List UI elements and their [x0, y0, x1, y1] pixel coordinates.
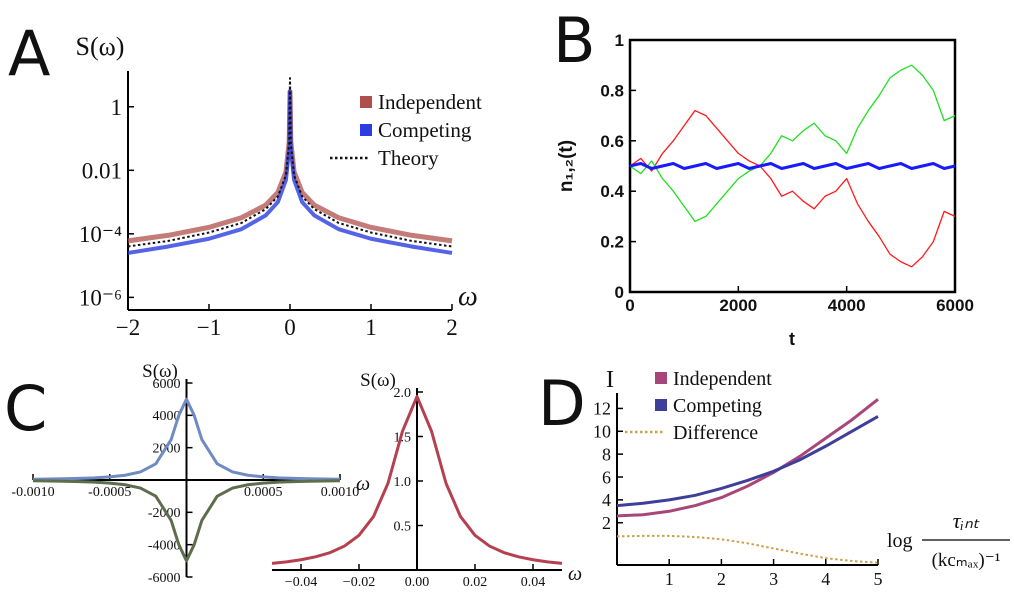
panel-label: B [553, 4, 596, 77]
panel-label: A [8, 17, 50, 90]
y-tick-label: 0 [615, 283, 624, 302]
x-tick-label: -0.0005 [88, 485, 131, 500]
y-tick-label: 0.8 [600, 81, 624, 100]
y-tick-label: 1 [111, 95, 123, 120]
x-tick-label: 1 [665, 569, 674, 589]
x-tick-label: 0.0005 [244, 485, 283, 500]
legend-swatch [360, 124, 372, 136]
y-tick-label: 4000 [153, 409, 181, 424]
panel-label: D [538, 367, 586, 440]
x-axis-label: (kcₘₐₓ)⁻¹ [932, 550, 1001, 571]
legend-swatch [655, 372, 667, 384]
y-tick-label: 1.0 [394, 475, 412, 490]
x-tick-label: −0.02 [343, 575, 375, 590]
legend-swatch [360, 96, 372, 108]
x-tick-label: −2 [116, 315, 140, 340]
series-line [616, 398, 879, 518]
x-tick-label: 1 [365, 315, 377, 340]
legend-label: Competing [673, 395, 762, 417]
y-tick-label: 10 [593, 422, 611, 442]
y-axis-label: n₁,₂(t) [556, 140, 577, 192]
y-tick-label: 0.01 [82, 158, 122, 183]
x-axis-label: log [887, 530, 913, 552]
x-tick-label: 2 [446, 315, 458, 340]
y-tick-label: 0.4 [600, 182, 624, 201]
y-axis-label: S(ω) [76, 32, 125, 61]
x-tick-label: -0.0010 [11, 485, 54, 500]
series-line [616, 534, 879, 564]
x-tick-label: 0.0010 [321, 485, 360, 500]
x-tick-label: 5 [874, 569, 883, 589]
x-tick-label: −0.04 [285, 575, 317, 590]
series-line [271, 394, 563, 565]
x-tick-label: 4000 [828, 296, 866, 315]
x-tick-label: −1 [197, 315, 221, 340]
y-tick-label: 4 [602, 490, 611, 510]
y-tick-label: 10⁻⁶ [79, 285, 122, 310]
y-tick-label: 1.5 [394, 430, 412, 445]
series-line [616, 415, 879, 508]
legend-swatch [655, 399, 667, 411]
x-axis-label: ω [458, 281, 478, 312]
y-tick-label: 0.6 [600, 132, 624, 151]
series-line [32, 397, 341, 481]
y-axis-label: S(ω) [360, 370, 396, 391]
y-tick-label: 8 [602, 444, 611, 464]
y-tick-label: 1 [615, 31, 624, 50]
y-axis-label: I [606, 367, 614, 393]
legend-label: Competing [378, 118, 472, 142]
y-tick-label: -4000 [148, 539, 181, 554]
legend-label: Difference [673, 422, 758, 444]
y-tick-label: 6 [602, 467, 611, 487]
series-line [629, 161, 956, 171]
y-tick-label: 0.2 [600, 233, 624, 252]
x-tick-label: 0.02 [463, 575, 488, 590]
y-tick-label: 2.0 [394, 386, 412, 401]
x-axis-label: τᵢₙₜ [953, 508, 980, 533]
panel-label: C [4, 372, 47, 445]
y-tick-label: 12 [593, 399, 611, 419]
x-tick-label: 0 [625, 296, 634, 315]
x-axis-label: ω [356, 473, 370, 495]
y-tick-label: 10⁻⁴ [79, 222, 122, 247]
x-tick-label: 0.00 [405, 575, 430, 590]
y-tick-label: 2 [602, 513, 611, 533]
legend-label: Independent [673, 368, 772, 390]
series-line [629, 109, 956, 268]
x-axis-label: ω [568, 563, 582, 585]
legend-label: Theory [378, 146, 439, 170]
legend-label: Independent [378, 90, 482, 114]
x-tick-label: 0 [284, 315, 296, 340]
x-tick-label: 3 [769, 569, 778, 589]
x-tick-label: 0.04 [521, 575, 546, 590]
y-tick-label: -2000 [148, 506, 181, 521]
series-line [32, 479, 341, 563]
y-tick-label: 6000 [153, 377, 181, 392]
x-axis-label: t [789, 329, 795, 349]
x-tick-label: 2000 [719, 296, 757, 315]
x-tick-label: 4 [821, 569, 830, 589]
series-line [127, 77, 453, 248]
x-tick-label: 2 [717, 569, 726, 589]
series-line [629, 64, 956, 223]
series-line [127, 89, 453, 255]
x-tick-label: 6000 [936, 296, 974, 315]
y-tick-label: 0.5 [394, 519, 412, 534]
y-tick-label: -6000 [148, 571, 181, 586]
y-axis-label: S(ω) [142, 361, 178, 382]
